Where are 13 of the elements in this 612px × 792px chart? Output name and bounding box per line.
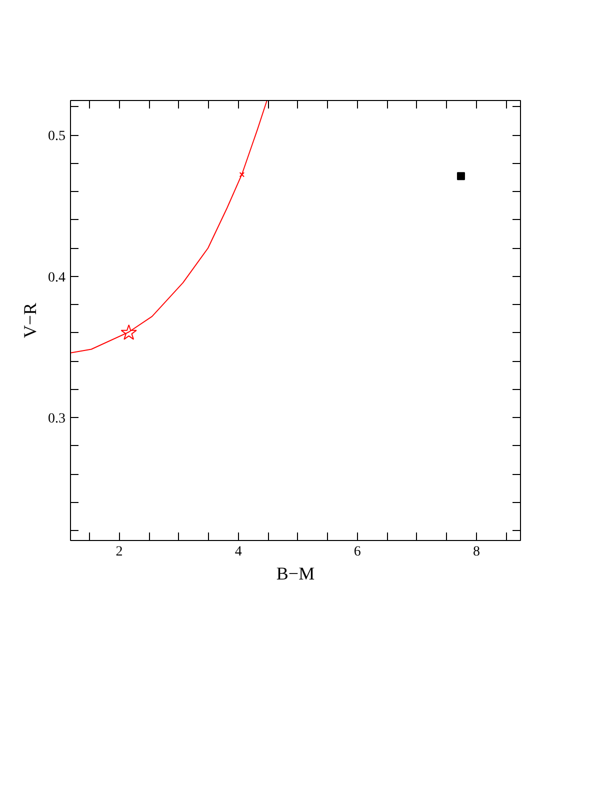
x-tick-label: 2 bbox=[116, 544, 123, 560]
line-series bbox=[70, 100, 268, 354]
y-tick-label: 0.5 bbox=[48, 129, 66, 144]
y-tick-label: 0.4 bbox=[48, 270, 66, 286]
point bbox=[239, 172, 245, 178]
x-axis-title: B−M bbox=[276, 564, 315, 584]
point bbox=[456, 172, 465, 180]
y-tick-label: 0.3 bbox=[48, 412, 66, 427]
x-tick-label: 6 bbox=[354, 544, 361, 560]
y-axis-title: V−R bbox=[20, 302, 40, 338]
x-tick-label: 4 bbox=[234, 544, 242, 560]
x-tick-label: 8 bbox=[472, 544, 480, 560]
point bbox=[120, 324, 137, 340]
